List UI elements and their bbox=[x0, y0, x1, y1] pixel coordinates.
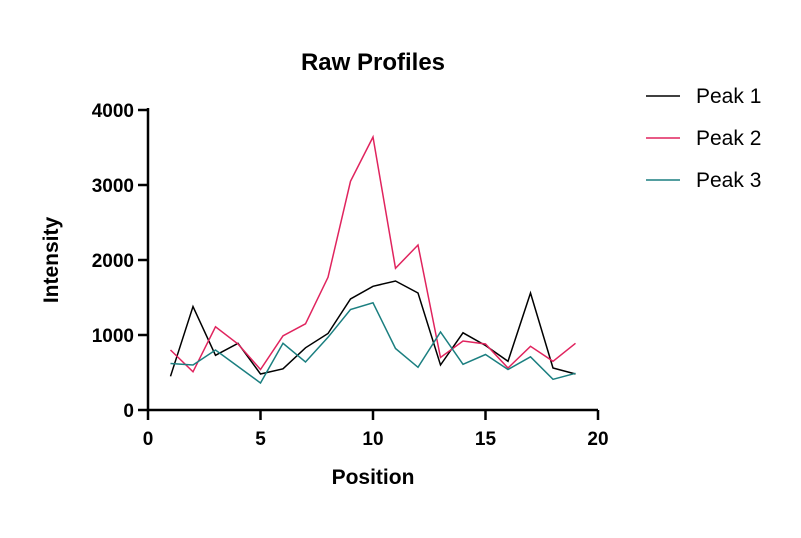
y-tick-label: 0 bbox=[123, 401, 134, 422]
x-tick-label: 15 bbox=[475, 429, 497, 450]
series-line-peak-3 bbox=[170, 301, 576, 385]
x-tick-label: 20 bbox=[587, 429, 608, 450]
x-axis-label: Position bbox=[332, 466, 415, 489]
x-tick-label: 5 bbox=[255, 429, 266, 450]
y-tick-label: 2000 bbox=[92, 251, 134, 272]
legend-label-peak-1: Peak 1 bbox=[696, 85, 761, 108]
x-tick-label: 10 bbox=[362, 429, 383, 450]
y-tick-label: 4000 bbox=[92, 101, 134, 122]
series-group bbox=[169, 134, 576, 385]
legend-label-peak-2: Peak 2 bbox=[696, 127, 761, 150]
y-tick-label: 1000 bbox=[92, 326, 134, 347]
plot-area: 0 1000 2000 3000 4000 0 5 10 15 20 bbox=[92, 101, 609, 450]
x-ticks: 0 5 10 15 20 bbox=[143, 410, 609, 450]
y-tick-label: 3000 bbox=[92, 176, 134, 197]
series-line-peak-2 bbox=[169, 134, 576, 374]
y-ticks: 0 1000 2000 3000 4000 bbox=[92, 101, 148, 422]
chart-title: Raw Profiles bbox=[301, 49, 445, 76]
legend-label-peak-3: Peak 3 bbox=[696, 169, 761, 192]
legend: Peak 1 Peak 2 Peak 3 bbox=[646, 85, 761, 192]
x-tick-label: 0 bbox=[143, 429, 154, 450]
y-axis-label: Intensity bbox=[40, 217, 63, 304]
